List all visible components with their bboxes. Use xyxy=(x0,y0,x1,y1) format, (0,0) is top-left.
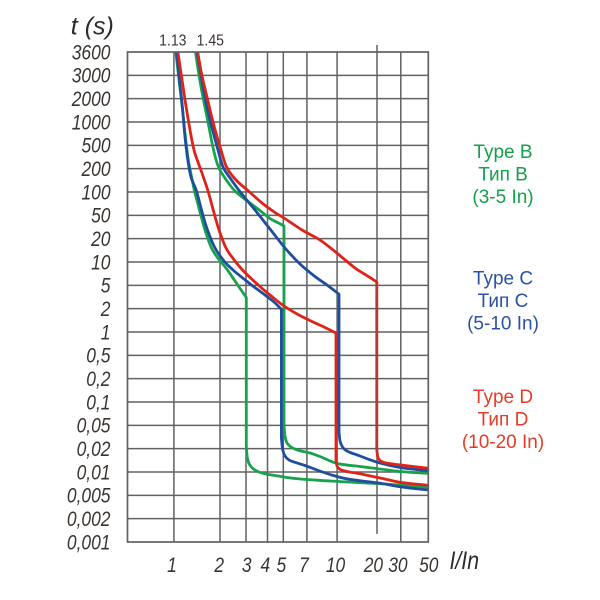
svg-text:3000: 3000 xyxy=(72,65,111,88)
svg-text:30: 30 xyxy=(388,555,408,578)
svg-text:Type D: Type D xyxy=(473,387,533,408)
svg-text:20: 20 xyxy=(90,229,111,252)
svg-text:50: 50 xyxy=(419,555,439,578)
svg-text:0,1: 0,1 xyxy=(86,392,110,415)
svg-text:t (s): t (s) xyxy=(71,13,114,41)
svg-text:2: 2 xyxy=(100,299,111,322)
svg-text:I/In: I/In xyxy=(450,547,480,575)
svg-text:(5-10 In): (5-10 In) xyxy=(467,313,539,334)
svg-text:Type C: Type C xyxy=(473,269,533,290)
svg-text:0,001: 0,001 xyxy=(67,532,111,555)
svg-text:0,01: 0,01 xyxy=(77,462,111,485)
svg-text:0,2: 0,2 xyxy=(86,369,110,392)
svg-text:0,5: 0,5 xyxy=(86,345,110,368)
svg-text:200: 200 xyxy=(81,159,111,182)
svg-text:0,005: 0,005 xyxy=(67,485,111,508)
svg-text:2: 2 xyxy=(213,555,224,578)
svg-text:Тип B: Тип B xyxy=(478,164,528,185)
svg-text:1: 1 xyxy=(101,322,111,345)
svg-text:10: 10 xyxy=(326,555,346,578)
svg-text:1.45: 1.45 xyxy=(197,32,224,50)
svg-text:10: 10 xyxy=(91,252,111,275)
svg-text:3600: 3600 xyxy=(72,42,111,65)
svg-text:0,02: 0,02 xyxy=(77,439,111,462)
svg-text:0,05: 0,05 xyxy=(77,415,111,438)
svg-text:20: 20 xyxy=(363,555,384,578)
svg-text:1: 1 xyxy=(167,555,177,578)
svg-text:5: 5 xyxy=(101,275,111,298)
svg-text:500: 500 xyxy=(81,135,110,158)
svg-text:1000: 1000 xyxy=(72,112,111,135)
svg-text:5: 5 xyxy=(276,555,286,578)
svg-text:(3-5 In): (3-5 In) xyxy=(472,187,533,208)
svg-text:Тип C: Тип C xyxy=(478,291,529,312)
svg-text:1.13: 1.13 xyxy=(159,32,186,50)
svg-text:0,002: 0,002 xyxy=(67,509,111,532)
svg-text:4: 4 xyxy=(260,555,270,578)
svg-text:7: 7 xyxy=(299,555,310,578)
svg-text:50: 50 xyxy=(91,205,111,228)
svg-text:(10-20 In): (10-20 In) xyxy=(462,432,544,453)
svg-text:2000: 2000 xyxy=(71,89,111,112)
svg-text:3: 3 xyxy=(242,555,252,578)
svg-text:Тип D: Тип D xyxy=(478,409,529,430)
svg-text:Type B: Type B xyxy=(473,142,532,163)
svg-text:100: 100 xyxy=(81,182,110,205)
